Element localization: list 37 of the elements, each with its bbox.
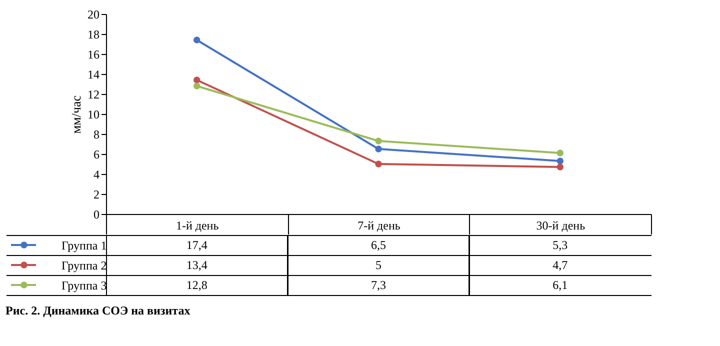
data-label: 5,3: [552, 238, 568, 252]
data-label: 12,8: [186, 278, 208, 292]
point: [556, 158, 564, 164]
x-tick-label: 7-й день: [358, 218, 401, 232]
y-tick-label: 2: [94, 188, 100, 202]
point: [193, 76, 200, 84]
x-tick-label: 1-й день: [176, 218, 220, 232]
data-label: 6,5: [371, 238, 386, 252]
point: [193, 82, 200, 90]
data-label: 17,4: [186, 238, 208, 252]
y-tick-label: 8: [94, 128, 100, 142]
data-label: 6,1: [552, 278, 568, 292]
y-tick-label: 16: [88, 48, 100, 62]
x-tick-label: 30-й день: [536, 218, 586, 232]
point: [375, 160, 382, 168]
point: [193, 36, 200, 44]
data-label: 5: [376, 258, 382, 272]
text: Рис. 2. Динамика СОЭ на визитах: [6, 304, 190, 318]
y-tick-label: 14: [88, 68, 100, 82]
y-tick-label: 20: [88, 8, 100, 22]
legend-label: Группа 3: [62, 278, 107, 292]
point: [375, 146, 382, 152]
legend-label: Группа 2: [62, 258, 107, 272]
y-tick-label: 12: [88, 88, 100, 102]
point: [556, 164, 564, 170]
legend-label: Группа 1: [62, 238, 107, 252]
y-tick-label: 0: [94, 208, 100, 222]
point: [375, 138, 382, 144]
y-tick-label: 18: [88, 28, 100, 42]
y-tick-label: 6: [94, 148, 100, 162]
point: [556, 150, 564, 156]
data-label: 13,4: [186, 258, 208, 272]
y-tick-label: 10: [88, 108, 100, 122]
y-axis-title: мм/час: [68, 95, 84, 134]
data-label: 7,3: [371, 278, 386, 292]
y-tick-label: 4: [94, 168, 100, 182]
data-label: 4,7: [552, 258, 568, 272]
